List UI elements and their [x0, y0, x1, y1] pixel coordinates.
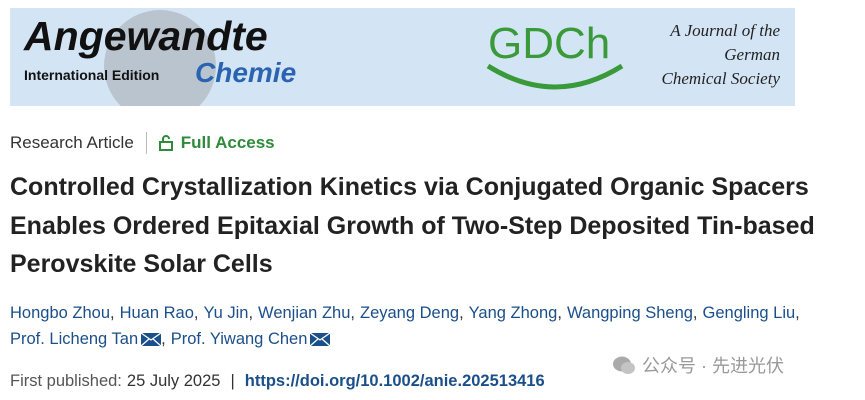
banner-graphics: Angewandte International Edition Chemie …: [23, 10, 781, 106]
author-name[interactable]: Prof. Yiwang Chen: [170, 330, 308, 348]
author-name[interactable]: Hongbo Zhou: [10, 304, 110, 322]
article-title: Controlled Crystallization Kinetics via …: [10, 173, 815, 278]
society-text: German: [724, 45, 780, 64]
publication-info: First published: 25 July 2025 | https://…: [10, 372, 545, 391]
society-logo: GDCh: [488, 19, 610, 68]
author-separator: ,: [692, 304, 698, 322]
author-separator: ,: [193, 304, 199, 322]
published-label: First published:: [10, 372, 122, 390]
email-icon[interactable]: [141, 332, 162, 346]
lock-icon: [158, 135, 173, 151]
author-name[interactable]: Huan Rao: [119, 304, 194, 322]
article-type: Research Article: [10, 133, 134, 152]
divider: [145, 132, 147, 154]
logo-circle: [104, 10, 216, 106]
author-name[interactable]: Yu Jin: [203, 304, 249, 322]
author-separator: ,: [161, 330, 166, 348]
author: Huan Rao,: [120, 300, 199, 326]
author-list: Hongbo Zhou, Huan Rao, Yu Jin, Wenjian Zhu,…: [10, 300, 860, 352]
author: Zeyang Deng,: [360, 300, 464, 326]
author: Yu Jin,: [204, 300, 254, 326]
journal-banner: Angewandte International Edition Chemie …: [10, 8, 795, 106]
author-separator: ,: [248, 304, 254, 322]
email-icon[interactable]: [310, 332, 331, 346]
society-text: Chemical Society: [662, 69, 781, 88]
author: Wenjian Zhu,: [258, 300, 355, 326]
author-name[interactable]: Yang Zhong: [468, 304, 558, 322]
author: Prof. Yiwang Chen: [171, 326, 331, 352]
author-name[interactable]: Gengling Liu: [702, 304, 796, 322]
author-separator: ,: [110, 304, 115, 322]
edition: International Edition: [24, 67, 159, 83]
author-separator: ,: [795, 304, 800, 322]
journal-name: Angewandte: [23, 13, 268, 59]
author-separator: ,: [459, 304, 464, 322]
author: Wangping Sheng,: [567, 300, 698, 326]
watermark: 公众号 · 先进光伏: [612, 352, 784, 378]
author-name[interactable]: Zeyang Deng: [359, 304, 460, 322]
access-label: Full Access: [180, 133, 275, 152]
logo-arc: [486, 63, 624, 90]
wechat-icon: [613, 356, 635, 374]
author-separator: ,: [557, 304, 562, 322]
author: Gengling Liu,: [703, 300, 800, 326]
article-meta: Research Article Full Access: [10, 132, 275, 154]
author: Hongbo Zhou,: [10, 300, 115, 326]
journal-subtitle: Chemie: [195, 57, 296, 88]
published-date: 25 July 2025: [126, 372, 221, 390]
separator: |: [230, 372, 235, 390]
doi-link[interactable]: https://doi.org/10.1002/anie.202513416: [244, 372, 545, 390]
author-name[interactable]: Wenjian Zhu: [258, 304, 351, 322]
author-separator: ,: [350, 304, 355, 322]
author: Prof. Licheng Tan,: [10, 326, 166, 352]
author-name[interactable]: Prof. Licheng Tan: [10, 330, 139, 348]
watermark-text: 公众号 · 先进光伏: [642, 356, 784, 376]
author-name[interactable]: Wangping Sheng: [566, 304, 693, 322]
society-text: A Journal of the: [669, 21, 780, 40]
author: Yang Zhong,: [469, 300, 562, 326]
